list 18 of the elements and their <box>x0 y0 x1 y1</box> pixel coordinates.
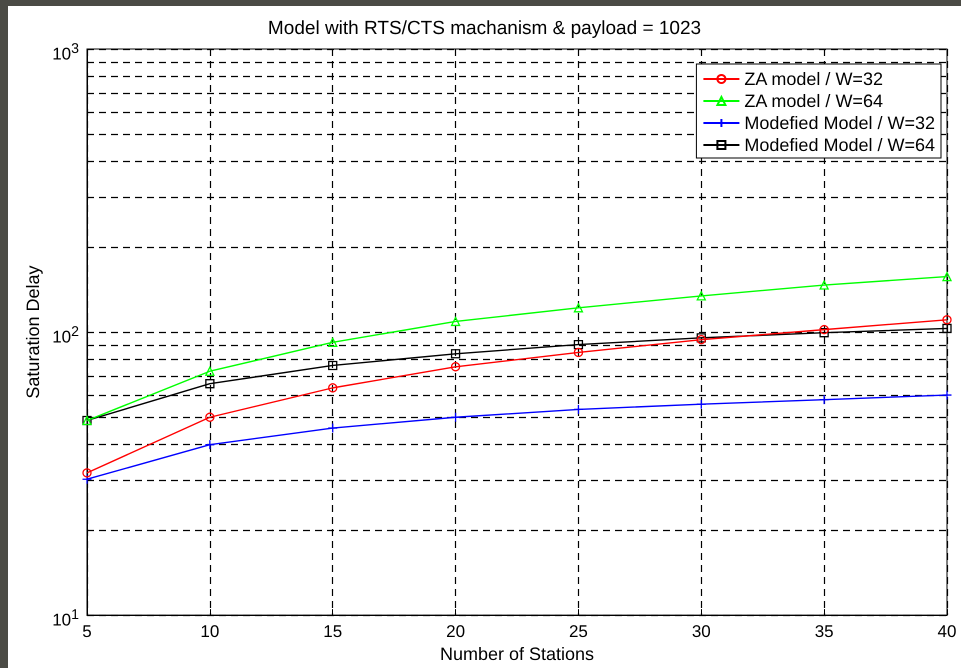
x-tick-label: 30 <box>692 622 711 642</box>
y-tick-label: 10$^{2}$ <box>52 323 79 349</box>
x-tick-label: 35 <box>814 622 834 642</box>
y-tick-label: 10$^{1}$ <box>52 606 79 632</box>
legend-label: ZA model / W=32 <box>744 69 883 89</box>
x-tick-label: 5 <box>82 622 92 642</box>
legend-label: ZA model / W=64 <box>744 91 883 111</box>
legend-label: Modefied Model / W=64 <box>744 135 936 155</box>
x-tick-label: 20 <box>446 622 466 642</box>
x-tick-label: 40 <box>938 622 956 642</box>
x-tick-label: 10 <box>200 622 220 642</box>
x-tick-label: 15 <box>323 622 342 642</box>
y-axis-title: Saturation Delay <box>23 266 43 399</box>
x-axis-title: Number of Stations <box>440 644 594 664</box>
legend-label: Modefied Model / W=32 <box>744 113 936 133</box>
x-tick-label: 25 <box>568 622 588 642</box>
y-tick-label: 10$^{3}$ <box>52 40 79 66</box>
chart-title: Model with RTS/CTS machanism & payload = 1023 <box>268 18 702 39</box>
